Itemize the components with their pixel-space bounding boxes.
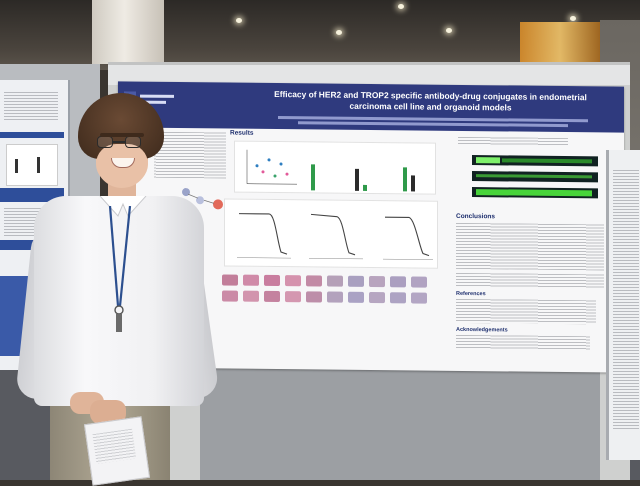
acknowledgements-heading: Acknowledgements bbox=[456, 326, 508, 334]
white-shirt bbox=[34, 196, 204, 406]
glasses-bridge bbox=[112, 141, 125, 143]
scatter-plot bbox=[243, 146, 299, 189]
blot-band bbox=[476, 157, 500, 164]
organoid-image bbox=[285, 291, 301, 303]
poster-header: Efficacy of HER2 and TROP2 specific anti… bbox=[118, 81, 624, 133]
poster-title: Efficacy of HER2 and TROP2 specific anti… bbox=[258, 89, 603, 115]
organoid-image bbox=[411, 292, 427, 304]
organoid-image bbox=[222, 290, 238, 302]
blot-lane bbox=[472, 171, 598, 183]
left-poster-band bbox=[0, 132, 64, 138]
organoid-image bbox=[222, 274, 238, 286]
western-blot bbox=[472, 155, 598, 204]
references-heading: References bbox=[456, 290, 486, 298]
blot-band bbox=[502, 158, 592, 164]
fringe bbox=[100, 133, 144, 137]
ceiling-light-icon bbox=[398, 4, 404, 9]
poster-authors bbox=[258, 112, 608, 128]
organoid-image bbox=[327, 275, 343, 287]
chart-bar bbox=[403, 167, 407, 192]
lanyard-badge-icon bbox=[108, 206, 132, 332]
left-poster-figure bbox=[6, 144, 58, 186]
organoid-image bbox=[369, 291, 385, 304]
dose-response-panel bbox=[224, 198, 438, 269]
organoid-image bbox=[306, 291, 322, 303]
organoid-image bbox=[390, 276, 406, 288]
organoid-image bbox=[285, 275, 301, 287]
organoid-image bbox=[411, 276, 427, 288]
poster-board-frame bbox=[108, 62, 630, 85]
chart-bar bbox=[355, 168, 359, 191]
ceiling-light-icon bbox=[446, 28, 452, 33]
acknowledgements-text bbox=[456, 334, 590, 351]
conclusions-text bbox=[456, 222, 604, 271]
lit-signage bbox=[520, 22, 600, 64]
conclusions-heading: Conclusions bbox=[456, 212, 496, 221]
left-poster-text bbox=[4, 92, 58, 122]
organoid-image-grid bbox=[222, 274, 440, 316]
blot-band bbox=[476, 189, 592, 197]
chart-bar bbox=[411, 175, 415, 192]
glasses-left-lens bbox=[97, 136, 113, 148]
blot-lane bbox=[472, 187, 598, 199]
references-text bbox=[456, 298, 596, 325]
chart-bar bbox=[311, 164, 315, 191]
ceiling-light-icon bbox=[570, 16, 576, 21]
organoid-image bbox=[390, 292, 406, 304]
organoid-image bbox=[243, 274, 259, 286]
bar-chart-panel bbox=[234, 140, 436, 195]
organoid-image bbox=[306, 275, 322, 287]
handout-paper bbox=[83, 416, 151, 486]
organoid-image bbox=[243, 290, 259, 302]
results-heading: Results bbox=[230, 129, 254, 137]
ceiling-light-icon bbox=[236, 18, 242, 23]
organoid-image bbox=[348, 291, 364, 303]
conclusions-text bbox=[456, 272, 604, 289]
blot-band bbox=[476, 174, 592, 179]
column bbox=[92, 0, 164, 64]
organoid-image bbox=[264, 274, 280, 287]
right-poster bbox=[606, 150, 640, 460]
blot-caption bbox=[458, 136, 568, 147]
organoid-image bbox=[264, 290, 280, 303]
chart-bar bbox=[363, 184, 367, 191]
intro-text bbox=[154, 131, 226, 179]
organoid-image bbox=[327, 291, 343, 303]
blot-lane bbox=[472, 155, 598, 167]
left-poster-band bbox=[0, 188, 64, 202]
ceiling-light-icon bbox=[336, 30, 342, 35]
glasses-right-lens bbox=[125, 136, 141, 148]
shirt-collar bbox=[99, 196, 147, 217]
organoid-image bbox=[369, 275, 385, 288]
organoid-image bbox=[348, 275, 364, 287]
schema-figure bbox=[178, 182, 228, 213]
